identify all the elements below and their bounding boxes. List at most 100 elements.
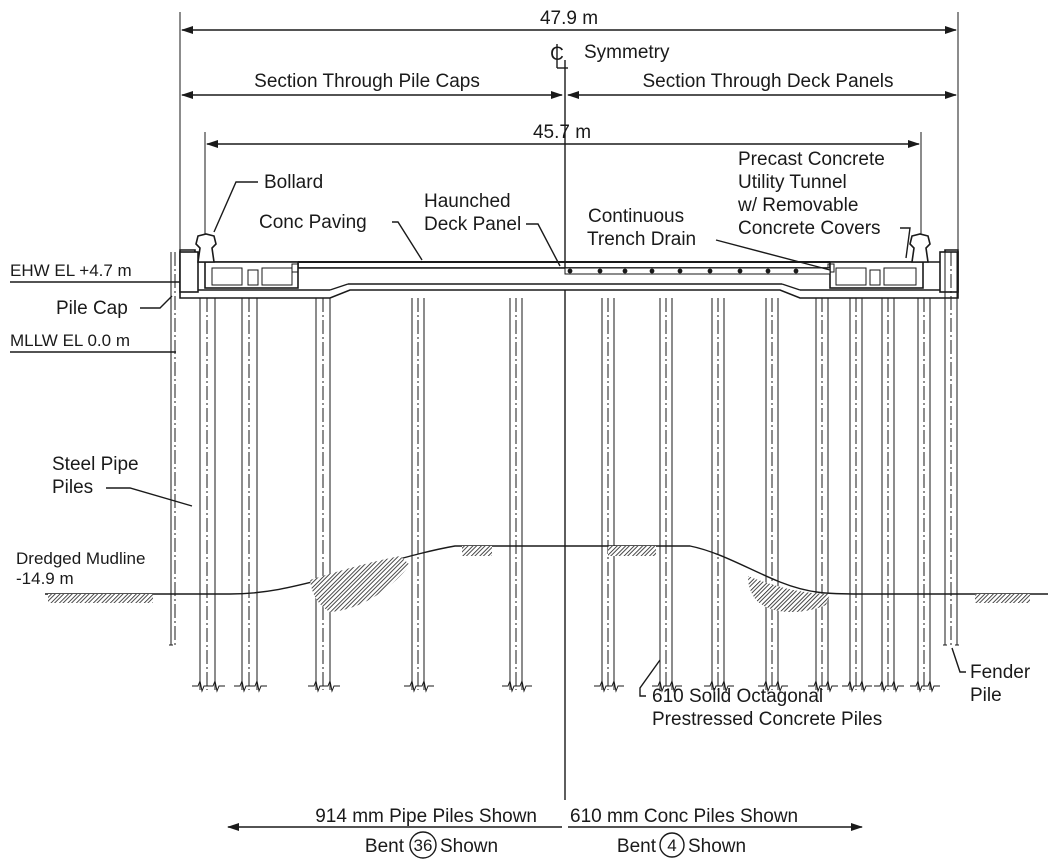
pile: [234, 298, 252, 693]
deck-dot: [567, 268, 573, 274]
right-utility-tunnel: [827, 261, 924, 289]
pile: [664, 298, 682, 693]
bollard-callout: Bollard: [213, 172, 323, 233]
pile: [842, 298, 860, 693]
right-bent-number: 4: [667, 836, 676, 855]
deck-panel-strip: [564, 267, 831, 275]
octagonal-label-line2: Prestressed Concrete Piles: [652, 709, 882, 730]
conc-paving-label: Conc Paving: [259, 212, 367, 233]
pile-cap-callout: Pile Cap: [56, 295, 173, 319]
steel-label-line1: Steel Pipe: [52, 454, 139, 475]
deck-structure: [179, 233, 959, 299]
fender-label-line1: Fender: [970, 662, 1031, 683]
conc-paving-callout: Conc Paving: [259, 212, 423, 261]
ehw-elevation: EHW EL +4.7 m: [10, 261, 180, 283]
right-piles-note: 610 mm Conc Piles Shown: [570, 806, 798, 827]
section-dimension: Section Through Pile Caps Section Throug…: [181, 71, 957, 99]
inner-width-label: 45.7 m: [533, 122, 591, 143]
right-bent-word: Bent: [617, 836, 657, 857]
utility-label-line2: Utility Tunnel: [738, 172, 847, 193]
overall-dimension: 47.9 m: [179, 8, 959, 250]
pile: [416, 298, 434, 693]
pile: [758, 298, 776, 693]
left-utility-tunnel: [204, 261, 299, 289]
pile: [322, 298, 340, 693]
fender-pile: [169, 252, 173, 646]
left-piles-note: 914 mm Pipe Piles Shown: [315, 806, 537, 827]
steel-pipe-callout: Steel Pipe Piles: [52, 454, 193, 507]
inner-dimension: 45.7 m: [204, 122, 922, 250]
right-bent-suffix: Shown: [688, 836, 746, 857]
haunched-label-line1: Haunched: [424, 191, 511, 212]
pile: [770, 298, 788, 693]
overall-width-label: 47.9 m: [540, 8, 598, 29]
fender-pile-callout: Fender Pile: [951, 647, 1031, 706]
pile: [606, 298, 624, 693]
deck-dot: [737, 268, 743, 274]
mllw-elevation: MLLW EL 0.0 m: [10, 331, 176, 353]
pile: [502, 298, 520, 693]
pile: [716, 298, 734, 693]
left-bent-circle: [409, 831, 437, 859]
mudline: [45, 545, 1048, 613]
pile: [514, 298, 532, 693]
utility-label-line4: Concrete Covers: [738, 218, 881, 239]
trench-drain-callout: Continuous Trench Drain: [587, 206, 831, 271]
section-left-label: Section Through Pile Caps: [254, 71, 480, 92]
pile: [854, 298, 872, 693]
deck-dot: [707, 268, 713, 274]
mudline-label-line1: Dredged Mudline: [16, 549, 145, 568]
fender-pile: [955, 252, 959, 646]
mllw-label: MLLW EL 0.0 m: [10, 331, 130, 350]
pile-cap-label: Pile Cap: [56, 298, 128, 319]
pile: [808, 298, 826, 693]
pile: [207, 298, 225, 693]
ehw-label: EHW EL +4.7 m: [10, 261, 132, 280]
pile: [820, 298, 838, 693]
pile: [192, 298, 210, 693]
pile: [308, 298, 326, 693]
deck-dot: [677, 268, 683, 274]
pile: [704, 298, 722, 693]
section-right-label: Section Through Deck Panels: [642, 71, 893, 92]
right-bent-circle: [659, 832, 685, 858]
symmetry-label: Symmetry: [584, 42, 670, 63]
bottom-notes: 914 mm Pipe Piles Shown 610 mm Conc Pile…: [227, 806, 863, 859]
centerline: C Symmetry: [550, 42, 670, 800]
trench-label-line2: Trench Drain: [587, 229, 696, 250]
mudline-label-line2: -14.9 m: [16, 569, 74, 588]
pile: [886, 298, 904, 693]
pile: [922, 298, 940, 693]
utility-label-line3: w/ Removable: [737, 195, 858, 216]
right-bollard-icon: [909, 233, 931, 263]
left-bent-number: 36: [414, 836, 433, 855]
steel-label-line2: Piles: [52, 477, 93, 498]
piles: [169, 252, 959, 693]
utility-label-line1: Precast Concrete: [738, 149, 885, 170]
mudline-elevation: Dredged Mudline -14.9 m: [16, 549, 145, 588]
octagonal-label-line1: 610 Soild Octagonal: [652, 686, 823, 707]
trench-label-line1: Continuous: [588, 206, 684, 227]
left-bent-suffix: Shown: [440, 836, 498, 857]
pile: [249, 298, 267, 693]
deck-dot: [597, 268, 603, 274]
pile: [652, 298, 670, 693]
pile: [594, 298, 612, 693]
fender-label-line2: Pile: [970, 685, 1002, 706]
pile: [874, 298, 892, 693]
bollard-label: Bollard: [264, 172, 323, 193]
octagonal-pile-callout: 610 Soild Octagonal Prestressed Concrete…: [639, 659, 882, 730]
deck-dot: [765, 268, 771, 274]
centerline-symbol: C: [550, 44, 568, 69]
left-bent-word: Bent: [365, 836, 405, 857]
utility-tunnel-callout: Precast Concrete Utility Tunnel w/ Remov…: [737, 149, 911, 259]
haunched-label-line2: Deck Panel: [424, 214, 521, 235]
left-bollard-icon: [195, 233, 217, 263]
fender-pile: [943, 252, 947, 646]
pile: [910, 298, 928, 693]
pile: [404, 298, 422, 693]
haunched-deck-callout: Haunched Deck Panel: [424, 191, 561, 267]
deck-dot: [622, 268, 628, 274]
deck-dot: [793, 268, 799, 274]
